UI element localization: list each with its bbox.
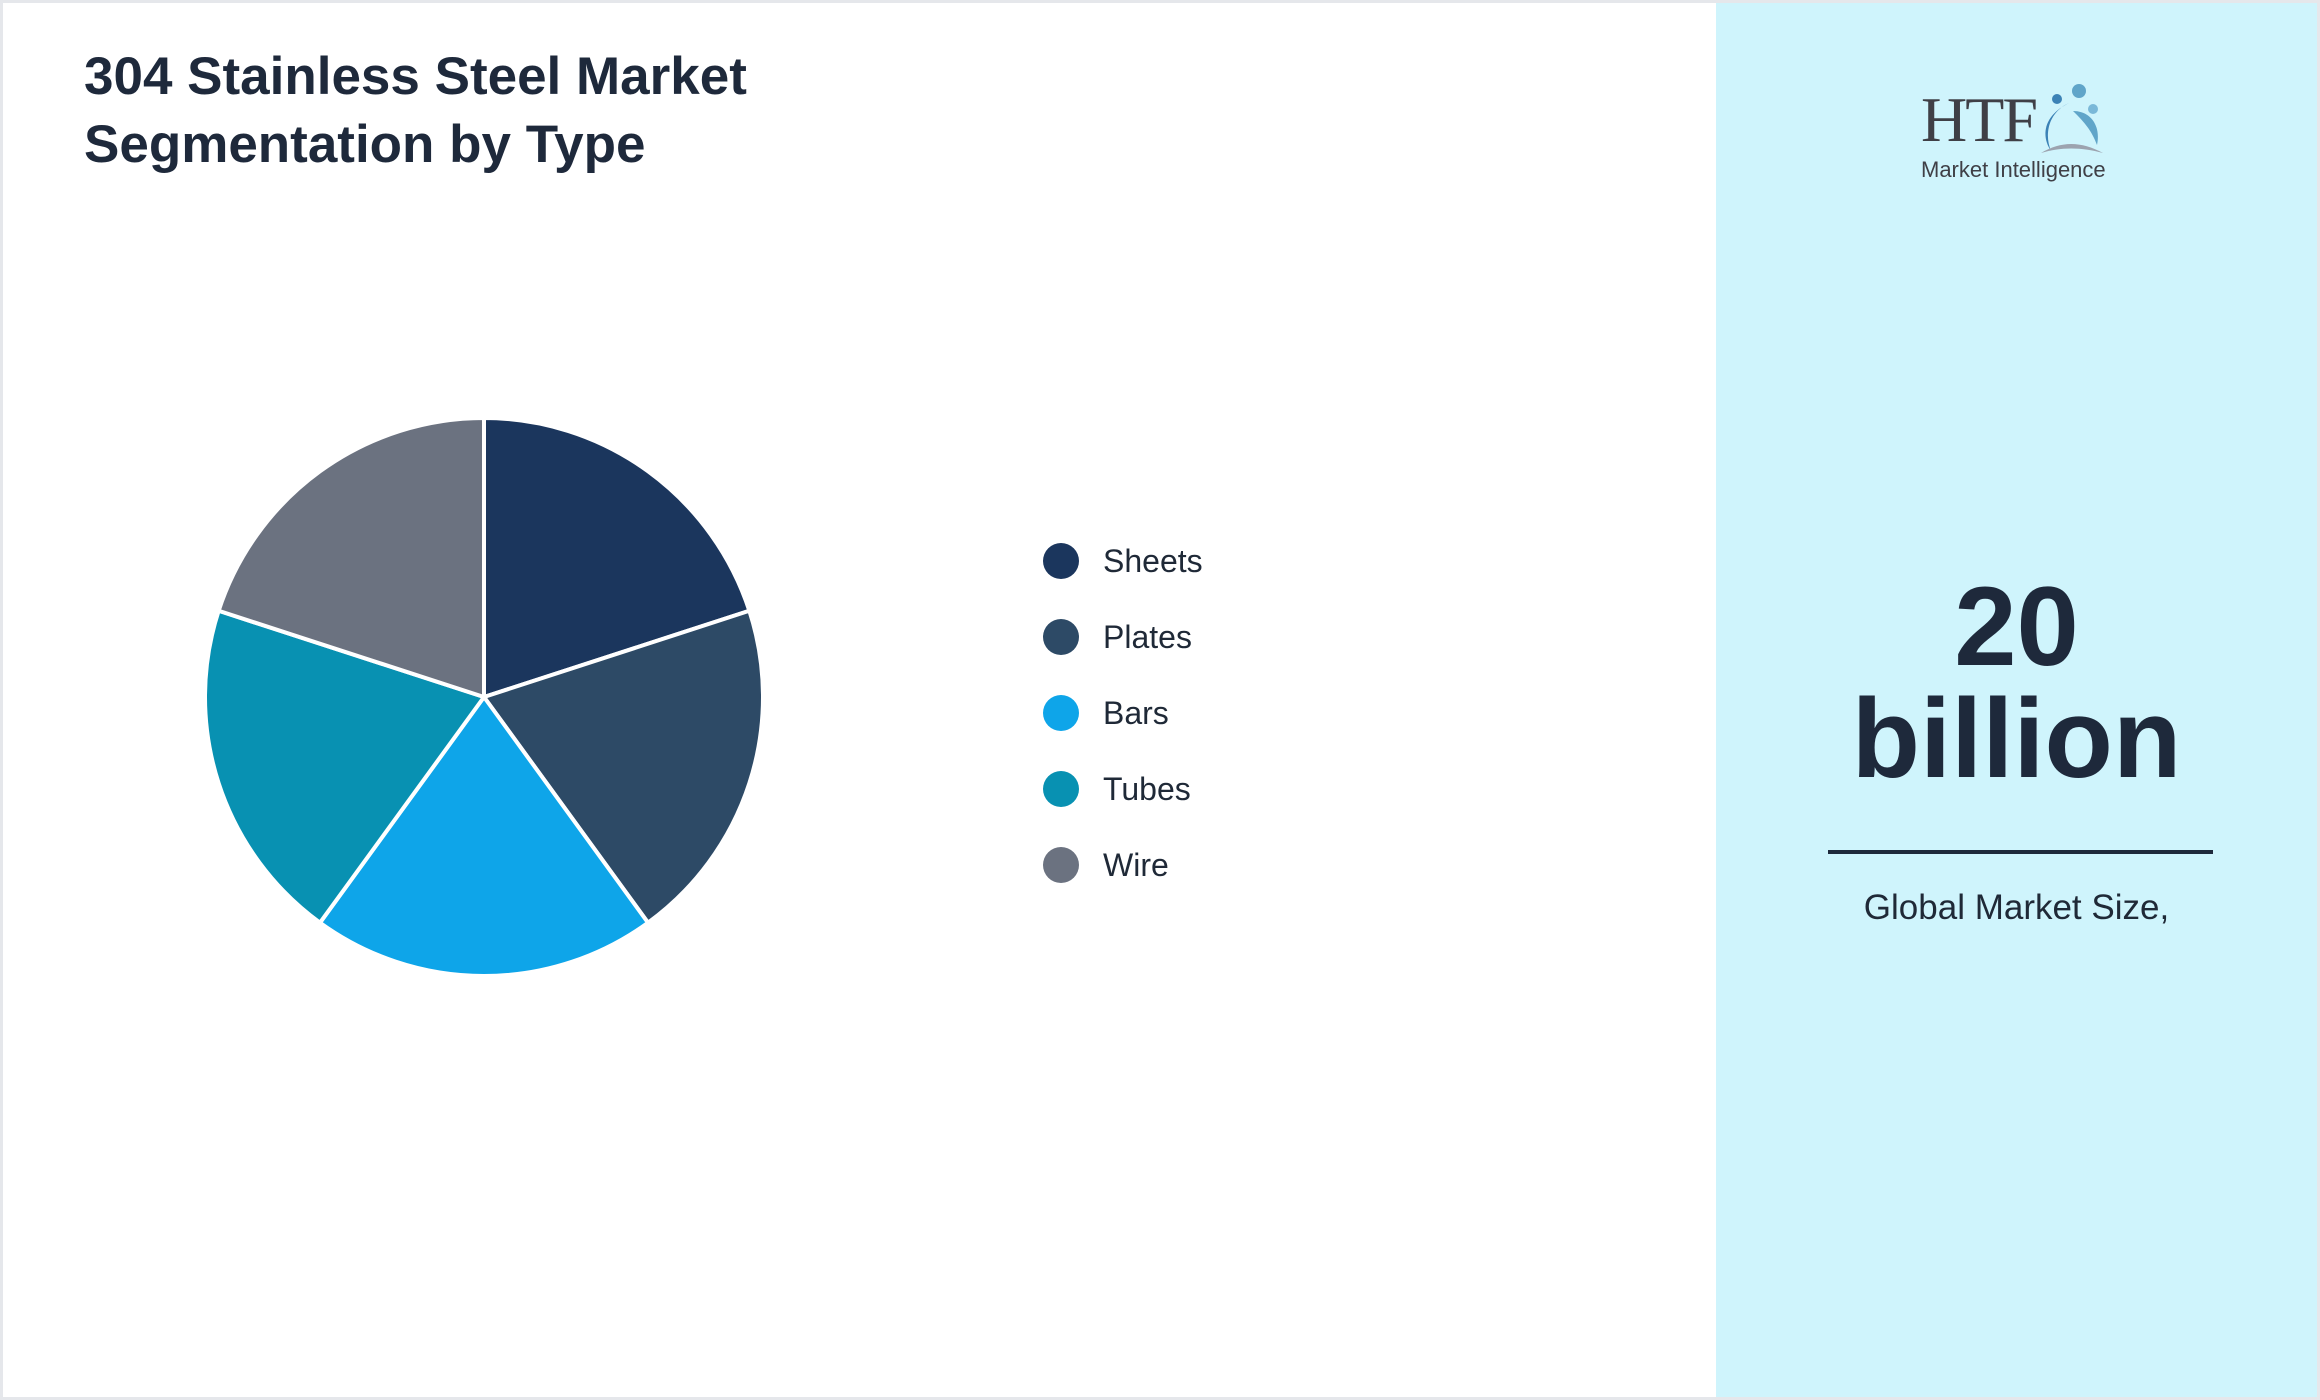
legend-swatch [1043, 695, 1079, 731]
chart-panel: 304 Stainless Steel Market Segmentation … [3, 3, 1716, 1397]
htf-logo: HTF Market Intelligence [1921, 81, 2111, 189]
legend-item-sheets: Sheets [1043, 523, 1203, 599]
pie-slice-wire [216, 416, 486, 699]
legend-swatch [1043, 619, 1079, 655]
market-size-caption: Global Market Size, [1863, 888, 2170, 927]
infographic-frame: 304 Stainless Steel Market Segmentation … [3, 3, 2317, 1397]
market-size-number: 20 [1954, 564, 2079, 689]
legend-label: Plates [1103, 618, 1192, 655]
legend-label: Bars [1103, 694, 1169, 731]
legend-swatch [1043, 847, 1079, 883]
pie-slice-plates [482, 608, 765, 925]
legend-item-tubes: Tubes [1043, 751, 1203, 827]
pie-chart [203, 416, 765, 978]
legend-swatch [1043, 771, 1079, 807]
pie-slice-bars [318, 695, 650, 978]
legend-swatch [1043, 543, 1079, 579]
legend-item-plates: Plates [1043, 599, 1203, 675]
pie-slice-tubes [203, 608, 486, 925]
logo-subtext: Market Intelligence [1921, 157, 2106, 182]
title-line-1: 304 Stainless Steel Market [84, 47, 747, 106]
market-size-value: 20 billion [1716, 571, 2317, 795]
legend-item-bars: Bars [1043, 675, 1203, 751]
chart-legend: Sheets Plates Bars Tubes Wire [1043, 523, 1203, 903]
logo-wordmark: HTF [1921, 84, 2038, 155]
summary-panel: HTF Market Intelligence 20 billion Globa… [1716, 3, 2317, 1397]
divider [1828, 850, 2213, 854]
legend-label: Wire [1103, 846, 1169, 883]
title-line-2: Segmentation by Type [84, 115, 646, 174]
market-size-unit: billion [1851, 676, 2182, 801]
page-title: 304 Stainless Steel Market Segmentation … [84, 43, 984, 179]
pie-slice-sheets [482, 416, 752, 699]
logo-figures-icon [2041, 84, 2103, 153]
legend-label: Sheets [1103, 542, 1203, 579]
legend-item-wire: Wire [1043, 827, 1203, 903]
legend-label: Tubes [1103, 770, 1191, 807]
